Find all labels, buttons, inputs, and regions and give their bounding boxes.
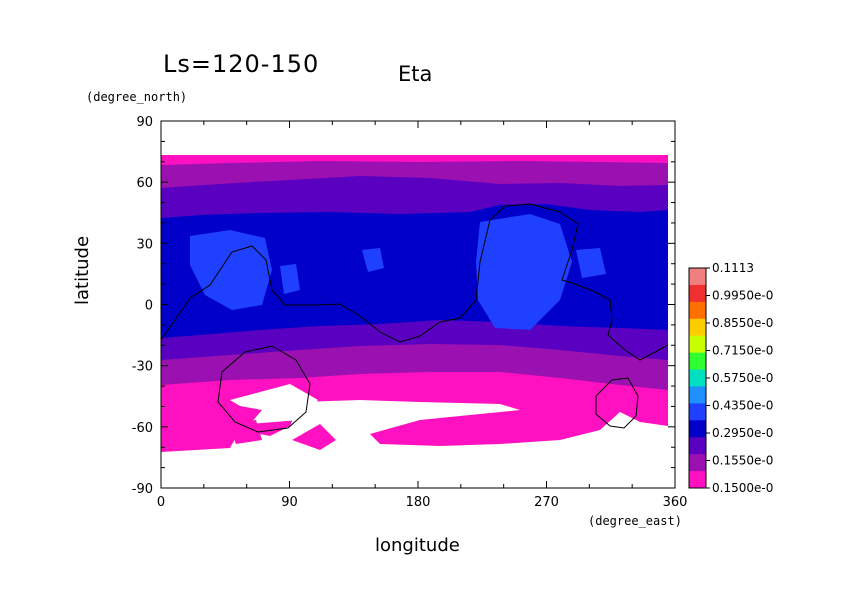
blob-blue-east: [476, 214, 572, 330]
x-tick-label: 180: [406, 495, 431, 510]
white-south-pole: [161, 455, 668, 488]
axes-group: 0 90 180 270 360 90 60 30 0 -30 -60 -90: [132, 115, 688, 510]
y-tick-label: -60: [132, 421, 153, 436]
y-tick-label: 0: [145, 299, 153, 314]
colorbar: 0.1113 0.9950e-0 0.8550e-0 0.7150e-0 0.5750e…: [688, 261, 773, 495]
colorbar-label: 0.1113: [712, 261, 754, 275]
colorbar-swatch: [689, 352, 706, 371]
y-tick-label: 30: [136, 237, 153, 252]
blob-blue-far-east: [576, 248, 606, 278]
x-tick-label: 360: [663, 495, 688, 510]
blob-blue-central: [362, 248, 384, 272]
ls-range-label: Ls=120-150: [163, 50, 320, 78]
heatmap-field: [161, 121, 675, 488]
colorbar-swatch: [689, 386, 706, 404]
colorbar-label: 0.2950e-0: [712, 426, 773, 440]
colorbar-label: 0.8550e-0: [712, 316, 773, 330]
contour-tharsis: [161, 203, 669, 361]
colorbar-label: 0.1500e-0: [712, 481, 773, 495]
chart-title: Eta: [398, 62, 433, 86]
y-tick-label: -30: [132, 360, 153, 375]
colorbar-label: 0.4350e-0: [712, 399, 773, 413]
colorbar-swatch: [689, 301, 706, 320]
y-axis-unit: (degree_north): [86, 90, 188, 104]
blob-blue-small: [280, 264, 300, 294]
colorbar-swatch: [689, 268, 706, 286]
blob-blue-west: [190, 230, 272, 310]
x-axis-label: longitude: [375, 535, 460, 556]
island-magenta-1: [292, 424, 336, 450]
colorbar-swatch: [689, 420, 706, 438]
y-tick-label: 60: [136, 176, 153, 191]
contour-argyre: [595, 377, 639, 429]
colorbar-swatch: [689, 369, 706, 387]
colorbar-swatch: [689, 403, 706, 421]
colorbar-swatch: [689, 318, 706, 337]
x-axis-unit: (degree_east): [588, 514, 682, 528]
y-tick-label: 90: [136, 115, 153, 130]
colorbar-swatch: [689, 454, 706, 472]
contour-hellas: [217, 345, 311, 433]
colorbar-swatch: [689, 437, 706, 455]
colorbar-label: 0.7150e-0: [712, 344, 773, 358]
colorbar-label: 0.5750e-0: [712, 371, 773, 385]
island-magenta-2: [228, 420, 262, 444]
colorbar-swatch: [689, 284, 706, 303]
x-tick-label: 270: [534, 495, 559, 510]
x-tick-label: 0: [157, 495, 165, 510]
colorbar-label: 0.1550e-0: [712, 454, 773, 468]
colorbar-swatch: [689, 335, 706, 354]
colorbar-label: 0.9950e-0: [712, 289, 773, 303]
y-tick-label: -90: [132, 482, 153, 497]
x-tick-label: 90: [281, 495, 298, 510]
colorbar-swatch: [689, 471, 706, 489]
